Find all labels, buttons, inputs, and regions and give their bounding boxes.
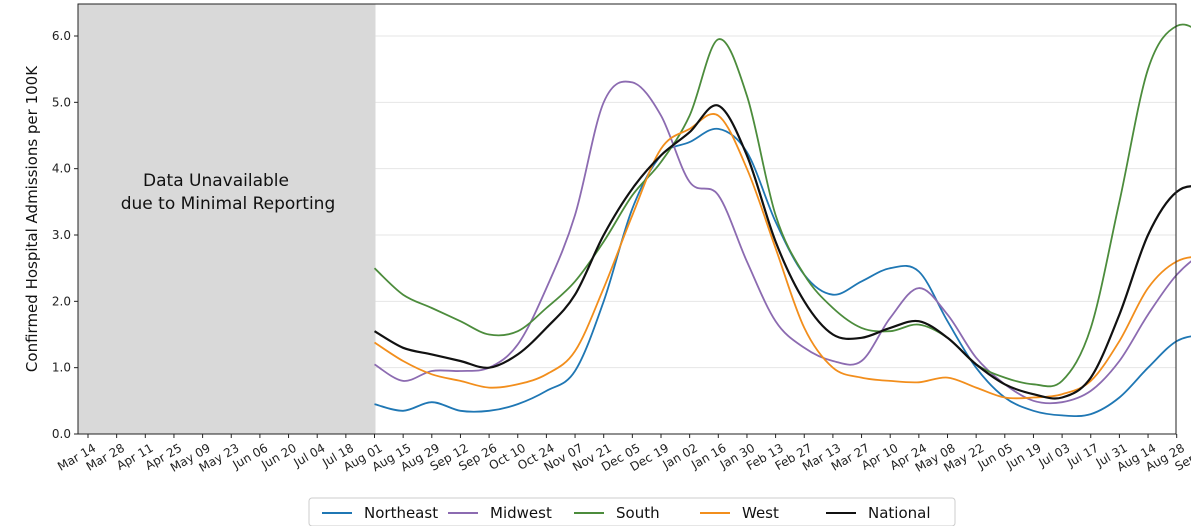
y-axis: 0.0 1.0 2.0 3.0 4.0 5.0 6.0	[52, 29, 78, 441]
y-tick-label: 4.0	[52, 162, 71, 176]
series-line-midwest	[374, 80, 1191, 405]
y-tick-label: 0.0	[52, 427, 71, 441]
series-line-west	[374, 113, 1191, 400]
y-tick-label: 5.0	[52, 95, 71, 109]
plot-frame	[77, 3, 1177, 435]
legend-label-west: West	[742, 504, 779, 522]
y-tick-label: 3.0	[52, 228, 71, 242]
unavailable-label-line1: Data Unavailable	[143, 171, 289, 191]
y-tick-label: 1.0	[52, 361, 71, 375]
legend: Northeast Midwest South West National	[308, 497, 956, 526]
unavailable-label-line2: due to Minimal Reporting	[121, 194, 336, 214]
gridlines	[375, 35, 1176, 369]
series-line-national	[373, 104, 1191, 400]
unavailable-region	[78, 4, 376, 434]
y-tick-label: 6.0	[52, 29, 71, 43]
legend-label-midwest: Midwest	[490, 504, 552, 522]
legend-frame	[308, 497, 956, 526]
y-tick-label: 2.0	[52, 294, 71, 308]
legend-label-national: National	[868, 504, 931, 522]
legend-label-northeast: Northeast	[364, 504, 438, 522]
legend-label-south: South	[616, 504, 660, 522]
series-lines	[373, 23, 1191, 417]
series-line-south	[373, 23, 1191, 388]
y-axis-label: Confirmed Hospital Admissions per 100K	[23, 65, 41, 372]
